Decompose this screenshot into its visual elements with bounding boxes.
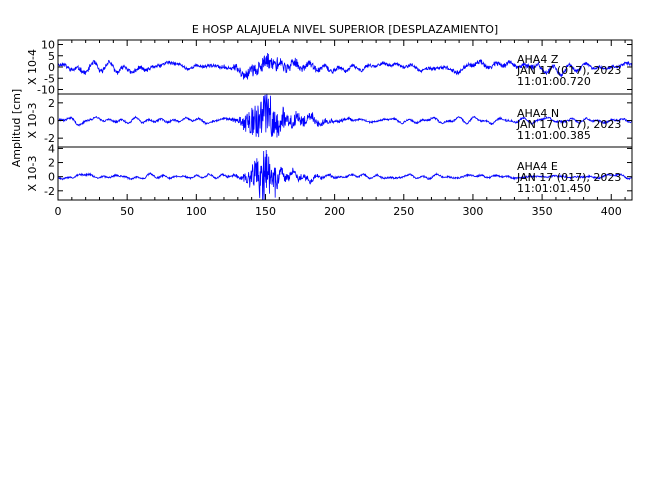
y-tick-label-2-1: 0 xyxy=(48,115,55,128)
x-tick-label-4: 200 xyxy=(324,205,345,218)
y-tick-label-1-2: 0 xyxy=(48,61,55,74)
date-label-3: JAN 17 (017), 2023 xyxy=(516,171,621,184)
date-label-2: JAN 17 (017), 2023 xyxy=(516,118,621,131)
y-axis-label: Amplitud [cm] xyxy=(10,89,23,167)
x-tick-label-5: 250 xyxy=(393,205,414,218)
y-tick-label-2-2: -2 xyxy=(44,132,55,145)
panel-scale-label-2: X 10-3 xyxy=(26,103,39,139)
chart-title: E HOSP ALAJUELA NIVEL SUPERIOR [DESPLAZA… xyxy=(192,23,498,36)
date-label-1: JAN 17 (017), 2023 xyxy=(516,64,621,77)
time-label-2: 11:01:00.385 xyxy=(517,129,591,142)
x-tick-label-1: 50 xyxy=(120,205,134,218)
station-label-1: AHA4 Z xyxy=(517,53,559,66)
y-tick-label-2-0: 2 xyxy=(48,97,55,110)
x-tick-label-8: 400 xyxy=(601,205,622,218)
panel-scale-label-1: X 10-4 xyxy=(26,49,39,85)
y-tick-label-1-3: -5 xyxy=(44,72,55,85)
x-tick-label-2: 100 xyxy=(186,205,207,218)
x-tick-label-3: 150 xyxy=(255,205,276,218)
station-label-2: AHA4 N xyxy=(517,107,559,120)
trace-line-3 xyxy=(58,149,632,200)
panel-frame-3 xyxy=(57,146,633,201)
y-tick-label-1-4: -10 xyxy=(37,84,55,97)
time-label-3: 11:01:01.450 xyxy=(517,182,591,195)
station-label-3: AHA4 E xyxy=(517,160,558,173)
time-label-1: 11:01:00.720 xyxy=(517,75,591,88)
trace-line-1 xyxy=(58,52,632,80)
panel-scale-label-3: X 10-3 xyxy=(26,156,39,192)
x-tick-label-0: 0 xyxy=(55,205,62,218)
y-tick-label-3-3: -2 xyxy=(44,185,55,198)
y-tick-label-1-0: 10 xyxy=(41,39,55,52)
x-axis: 0 50 100 150 200 250 300 350 400 xyxy=(55,40,626,218)
y-tick-label-3-1: 2 xyxy=(48,157,55,170)
x-tick-label-7: 350 xyxy=(532,205,553,218)
x-tick-label-6: 300 xyxy=(462,205,483,218)
trace-line-2 xyxy=(58,94,632,138)
y-tick-label-3-0: 4 xyxy=(48,142,55,155)
y-tick-label-1-1: 5 xyxy=(48,50,55,63)
y-tick-label-3-2: 0 xyxy=(48,171,55,184)
